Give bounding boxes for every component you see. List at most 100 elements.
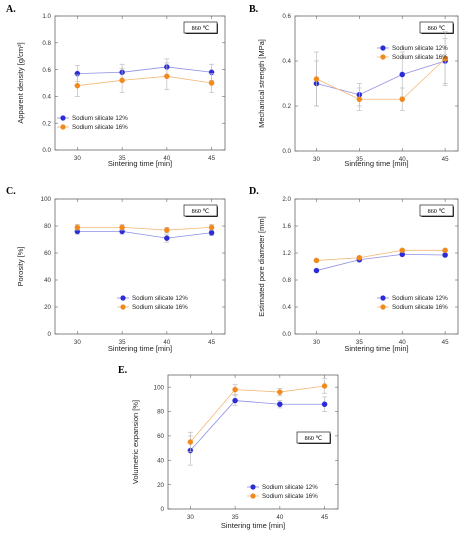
- x-tick-label: 30: [74, 339, 81, 346]
- y-tick-label: 1.6: [282, 223, 291, 230]
- x-axis-label: Sintering time [min]: [108, 344, 172, 353]
- series-line: [77, 75, 212, 87]
- series-line: [77, 66, 212, 75]
- legend: Sodium silicate 12% Sodium silicate 16%: [377, 295, 448, 311]
- x-tick-label: 40: [399, 339, 406, 346]
- x-tick-label: 45: [208, 155, 215, 162]
- chart-panel-a: A. 0.0 0.2 0.4 0.6 0.8 1.0 30 35 40 45 Sintering ti…: [6, 4, 226, 168]
- data-point: [119, 224, 125, 231]
- panel-letter: E.: [118, 365, 128, 376]
- series-line: [316, 249, 446, 261]
- y-tick-label: 20: [44, 304, 51, 311]
- data-point: [356, 96, 363, 103]
- data-point: [208, 80, 215, 86]
- legend-marker: [120, 304, 126, 310]
- data-point: [164, 235, 170, 241]
- data-point: [321, 383, 328, 389]
- y-tick-label: 1.2: [282, 250, 291, 257]
- data-point: [208, 229, 215, 236]
- y-tick-label: 1.0: [42, 13, 51, 20]
- series-12: [313, 251, 448, 274]
- y-tick-label: 0.0: [42, 147, 51, 154]
- data-point: [399, 71, 405, 78]
- x-tick-label: 45: [321, 514, 328, 521]
- panel-letter: C.: [6, 186, 16, 197]
- y-tick-label: 0.0: [282, 331, 291, 338]
- x-tick-label: 35: [119, 155, 126, 162]
- y-tick-label: 80: [157, 409, 164, 416]
- series-line: [77, 230, 212, 239]
- y-tick-label: 0.4: [282, 304, 291, 311]
- chart-panel-d: D. 0.0 0.4 0.8 1.2 1.6 2.0 30 35 40 45 Sintering ti…: [249, 186, 459, 353]
- x-tick-label: 45: [208, 339, 215, 346]
- series-line: [190, 385, 325, 443]
- plot-frame: [167, 374, 339, 510]
- legend-label: Sodium silicate 16%: [262, 493, 318, 500]
- series-line: [316, 58, 446, 100]
- data-point: [313, 76, 320, 82]
- y-tick-label: 0.6: [42, 67, 51, 74]
- legend-label: Sodium silicate 12%: [132, 295, 188, 302]
- x-tick-label: 35: [356, 339, 363, 346]
- temperature-label: 860 ℃: [192, 208, 210, 215]
- data-point: [164, 73, 170, 80]
- y-tick-label: 0.8: [282, 277, 291, 284]
- legend-marker: [60, 115, 66, 121]
- x-tick-label: 45: [442, 339, 449, 346]
- y-axis-label: Estimated pore diameter [mm]: [257, 216, 266, 316]
- y-tick-label: 0.8: [42, 40, 51, 47]
- series-16: [74, 62, 215, 97]
- temperature-label: 860 ℃: [305, 435, 323, 442]
- plot-frame: [294, 198, 459, 335]
- legend-marker: [250, 493, 256, 499]
- y-axis-label: Volumetric expansion [%]: [131, 400, 140, 484]
- data-point: [232, 397, 238, 404]
- y-axis-label: Mechanical strength [MPa]: [257, 39, 266, 128]
- chart-panel-e: E. 0 20 40 60 80 100 30 35 40 45 Sintering time [mi…: [118, 365, 339, 530]
- series-line: [77, 226, 212, 231]
- panel-letter: A.: [6, 4, 16, 15]
- x-tick-label: 35: [232, 514, 239, 521]
- x-tick-label: 40: [163, 155, 170, 162]
- y-tick-label: 0.6: [282, 13, 291, 20]
- x-tick-label: 30: [313, 339, 320, 346]
- x-tick-label: 40: [399, 156, 406, 163]
- data-point: [321, 401, 328, 407]
- temperature-box: [419, 21, 454, 34]
- data-point: [277, 389, 283, 395]
- data-point: [74, 224, 81, 231]
- y-tick-label: 0.4: [282, 58, 291, 65]
- legend: Sodium silicate 12% Sodium silicate 16%: [377, 45, 448, 61]
- temperature-label: 860 ℃: [428, 208, 446, 215]
- data-point: [164, 227, 170, 233]
- y-tick-label: 80: [44, 223, 51, 230]
- x-tick-label: 30: [313, 156, 320, 163]
- x-tick-label: 35: [356, 156, 363, 163]
- x-axis-label: Sintering time [min]: [344, 159, 408, 168]
- chart-panel-b: B. 0.0 0.2 0.4 0.6 30 35 40 45 Sintering time [mi…: [249, 4, 459, 168]
- y-tick-label: 100: [41, 196, 52, 203]
- legend: Sodium silicate 12% Sodium silicate 16%: [117, 295, 188, 311]
- y-tick-label: 100: [154, 384, 165, 391]
- panel-letter: D.: [249, 186, 259, 197]
- x-axis-label: Sintering time [min]: [108, 159, 172, 168]
- y-tick-label: 0: [161, 506, 165, 513]
- x-tick-label: 45: [442, 156, 449, 163]
- legend-label: Sodium silicate 12%: [392, 295, 448, 302]
- legend-label: Sodium silicate 16%: [132, 304, 188, 311]
- plot-frame: [54, 15, 226, 151]
- data-point: [442, 56, 448, 62]
- legend: Sodium silicate 12% Sodium silicate 16%: [247, 484, 318, 500]
- data-point: [74, 82, 81, 89]
- x-tick-label: 40: [163, 339, 170, 346]
- legend-label: Sodium silicate 16%: [72, 124, 128, 131]
- data-point: [356, 254, 363, 261]
- series-line: [190, 400, 325, 451]
- data-point: [232, 386, 238, 393]
- legend-label: Sodium silicate 12%: [392, 45, 448, 52]
- x-tick-label: 40: [276, 514, 283, 521]
- data-point: [187, 439, 194, 445]
- legend-label: Sodium silicate 12%: [72, 115, 128, 122]
- data-point: [119, 77, 125, 84]
- y-axis-label: Apparent density [g/cm³]: [16, 42, 25, 123]
